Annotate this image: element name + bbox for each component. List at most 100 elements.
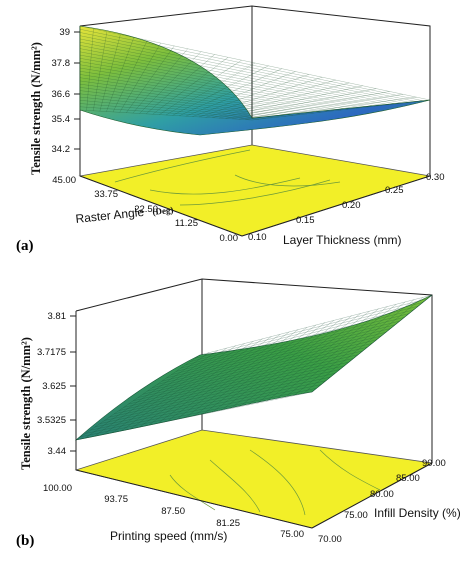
mesh-line [79, 100, 273, 118]
mesh-line [171, 317, 405, 375]
mesh-line [176, 313, 409, 372]
mesh-line [284, 301, 406, 398]
panel-b: 3.81 3.7175 3.625 3.5325 3.44 Tensile st… [16, 278, 461, 549]
panel-b-x-tick-label: 93.75 [104, 494, 128, 505]
mesh-line [152, 332, 386, 388]
mesh-line [142, 339, 377, 395]
mesh-line [79, 80, 314, 114]
mesh-line [239, 313, 361, 407]
panel-a-y-tick-label: 0.15 [296, 215, 315, 226]
mesh-line [147, 335, 382, 392]
panel-b-z-tick-label: 3.625 [42, 381, 66, 392]
mesh-line [79, 90, 294, 116]
panel-b-surface-mesh [75, 294, 433, 441]
panel-b-floor-contours [169, 449, 381, 516]
panel-b-y-axis-label: Infill Density (%) [374, 506, 461, 520]
mesh-line [245, 96, 417, 120]
panel-a-y-axis-label: Layer Thickness (mm) [283, 233, 401, 247]
mesh-line [225, 88, 377, 119]
mesh-line [302, 297, 424, 394]
mesh-line [230, 315, 352, 409]
panel-b-x-tick-label: 87.50 [161, 506, 185, 517]
panel-a-x-axis-label-text: Raster Angle [75, 205, 145, 226]
mesh-line [79, 77, 321, 113]
mesh-line [195, 298, 428, 359]
mesh-line [311, 294, 433, 393]
panel-b-surface [74, 294, 433, 441]
panel-a-floor-contours [114, 149, 341, 206]
panel-a-surface-mesh [79, 25, 431, 121]
panel-a-y-ticks: 0.10 0.15 0.20 0.25 0.30 [248, 172, 445, 243]
panel-b-z-tick-label: 3.5325 [37, 415, 66, 426]
mesh-line [79, 93, 287, 117]
panel-a-z-tick-label: 35.4 [52, 114, 71, 125]
mesh-line [212, 82, 350, 118]
mesh-line [179, 68, 282, 116]
panel-b-x-ticks: 100.00 93.75 87.50 81.25 75.00 [43, 483, 304, 540]
mesh-line [185, 306, 419, 365]
panel-b-y-tick-label: 70.00 [318, 534, 342, 545]
mesh-line [172, 65, 269, 116]
panel-a-label: (a) [16, 238, 34, 254]
panel-a-surface [79, 25, 431, 136]
panel-b-x-tick-label: 75.00 [280, 529, 304, 540]
panel-b-y-tick-label: 90.00 [422, 458, 446, 469]
panel-a-floor [78, 144, 431, 237]
panel-a-z-tick-label: 39 [59, 27, 70, 38]
mesh-line [161, 324, 396, 382]
mesh-line [192, 74, 309, 117]
panel-a: 39 37.8 36.6 35.4 34.2 Tensile strength … [16, 5, 445, 254]
panel-a-z-ticks: 39 37.8 36.6 35.4 34.2 [52, 27, 80, 155]
mesh-line [251, 99, 431, 121]
mesh-line [212, 320, 334, 413]
panel-b-y-tick-label: 85.00 [396, 473, 420, 484]
panel-a-x-tick-label: 0.00 [220, 233, 239, 244]
mesh-line [157, 328, 391, 385]
mesh-line [79, 87, 300, 115]
mesh-line [137, 343, 373, 398]
mesh-line [190, 302, 423, 362]
panel-b-back-wall [75, 278, 433, 463]
mesh-line [180, 309, 414, 369]
mesh-line [257, 308, 379, 404]
panel-a-z-tick-label: 36.6 [52, 89, 71, 100]
mesh-line [79, 106, 259, 120]
mesh-line [202, 322, 326, 415]
mesh-line [166, 320, 400, 379]
mesh-line [79, 71, 335, 111]
panel-b-y-ticks: 70.00 75.00 80.00 85.00 90.00 [318, 458, 446, 545]
panel-b-z-tick-label: 3.81 [48, 311, 67, 322]
mesh-line [79, 67, 342, 111]
mesh-line [79, 109, 253, 121]
mesh-line [293, 299, 415, 396]
panel-b-z-tick-label: 3.44 [48, 446, 67, 457]
panel-b-y-tick-label: 75.00 [344, 510, 368, 521]
panel-b-y-axis [311, 462, 433, 529]
panel-b-x-axis [75, 469, 313, 529]
mesh-line [218, 85, 363, 119]
panel-a-y-tick-label: 0.10 [248, 232, 267, 243]
panel-a-z-tick-label: 37.8 [52, 58, 71, 69]
panel-a-z-axis-label: Tensile strength (N/mm²) [29, 42, 43, 175]
panel-a-y-tick-label: 0.25 [385, 185, 404, 196]
panel-a-z-tick-label: 34.2 [52, 144, 71, 155]
mesh-line [79, 74, 328, 112]
panel-a-back-wall [79, 5, 431, 176]
mesh-line [232, 91, 390, 120]
panel-a-x-ticks: 45.00 33.75 22.50 11.25 0.00 [52, 175, 238, 244]
mesh-line [266, 306, 388, 402]
panel-a-x-tick-label: 11.25 [175, 218, 198, 229]
panel-b-x-tick-label: 100.00 [43, 483, 72, 494]
panel-a-x-tick-label: 33.75 [94, 189, 118, 200]
mesh-line [79, 103, 266, 119]
panel-a-x-axis [79, 175, 243, 237]
mesh-line [79, 83, 307, 115]
mesh-line [199, 294, 433, 356]
panel-b-label: (b) [16, 533, 34, 549]
panel-a-x-axis-unit: (Deg) [152, 205, 174, 217]
mesh-line [185, 71, 296, 117]
panel-a-x-tick-label: 45.00 [52, 175, 76, 186]
mesh-line [79, 96, 280, 118]
panel-b-z-ticks: 3.81 3.7175 3.625 3.5325 3.44 [37, 311, 76, 457]
